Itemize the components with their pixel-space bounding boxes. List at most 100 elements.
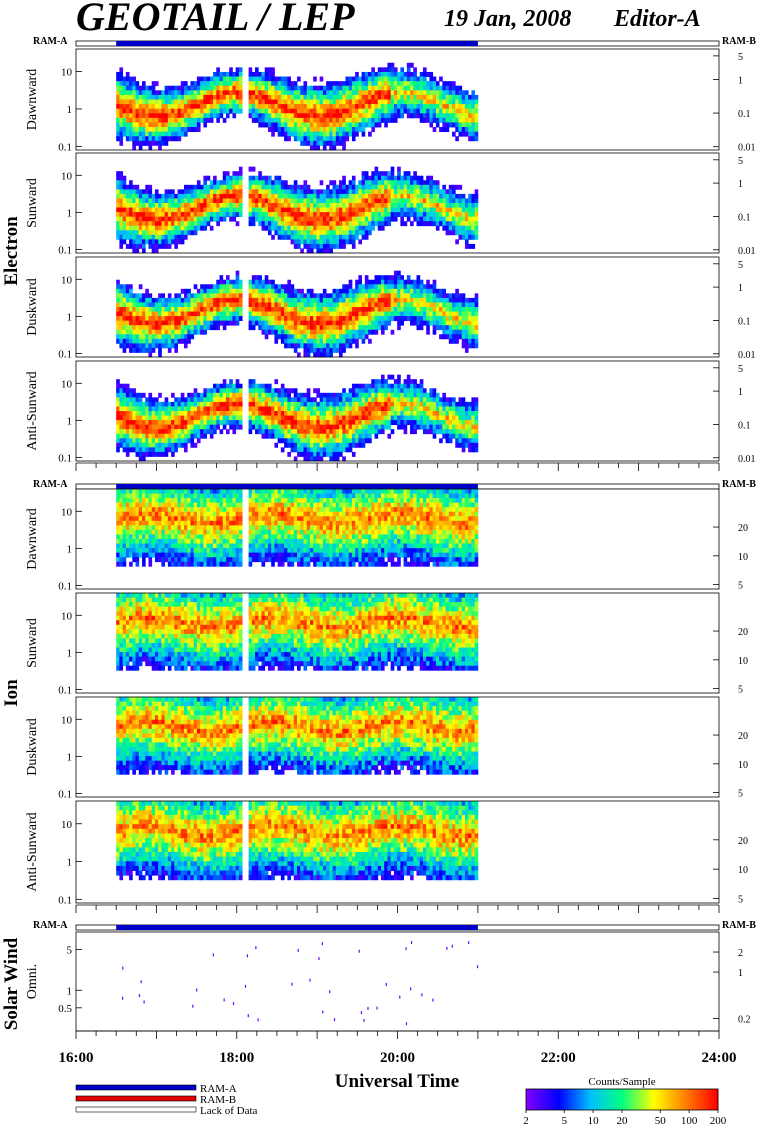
heatmap-cell xyxy=(229,284,233,290)
heatmap-cell xyxy=(306,307,311,312)
heatmap-cell xyxy=(339,184,343,190)
heatmap-cell xyxy=(390,99,395,105)
heatmap-cell xyxy=(297,85,301,91)
heatmap-cell xyxy=(180,221,185,227)
heatmap-cell xyxy=(435,297,440,303)
heatmap-cell xyxy=(471,104,476,110)
heatmap-cell xyxy=(187,117,191,123)
heatmap-cell xyxy=(216,180,220,186)
heatmap-cell xyxy=(468,230,472,236)
heatmap-cell xyxy=(284,85,288,91)
heatmap-cell xyxy=(267,122,272,128)
heatmap-cell xyxy=(258,297,262,303)
heatmap-cell xyxy=(300,401,304,407)
heatmap-cell xyxy=(119,117,124,123)
heatmap-cell xyxy=(351,329,356,335)
heatmap-cell xyxy=(248,392,253,398)
heatmap-cell xyxy=(329,198,333,204)
heatmap-cell xyxy=(271,316,275,322)
heatmap-cell xyxy=(177,406,182,412)
heatmap-cell xyxy=(158,203,162,208)
heatmap-cell xyxy=(339,203,343,208)
heatmap-cell xyxy=(264,117,269,123)
heatmap-cell xyxy=(154,248,159,254)
heatmap-cell xyxy=(445,302,450,308)
heatmap-cell xyxy=(439,288,443,294)
heatmap-cell xyxy=(135,207,140,213)
heatmap-cell xyxy=(158,442,162,448)
heatmap-cell xyxy=(297,320,301,326)
heatmap-cell xyxy=(313,338,317,344)
heatmap-cell xyxy=(274,307,279,312)
heatmap-cell xyxy=(384,81,388,87)
heatmap-cell xyxy=(380,275,385,281)
heatmap-cell xyxy=(119,415,124,421)
heatmap-cell xyxy=(397,279,401,285)
heatmap-cell xyxy=(274,90,279,96)
heatmap-cell xyxy=(184,406,188,412)
heatmap-cell xyxy=(274,334,279,340)
heatmap-cell xyxy=(313,388,317,394)
heatmap-cell xyxy=(342,325,346,331)
heatmap-cell xyxy=(345,117,350,123)
heatmap-cell xyxy=(248,207,253,213)
heatmap-cell xyxy=(174,113,178,119)
heatmap-cell xyxy=(332,189,337,195)
heatmap-cell xyxy=(297,239,301,245)
heatmap-cell xyxy=(158,420,162,426)
heatmap-cell xyxy=(132,433,136,439)
heatmap-cell xyxy=(209,288,214,294)
heatmap-cell xyxy=(138,136,143,142)
heatmap-cell xyxy=(316,117,321,123)
heatmap-cell xyxy=(413,113,417,119)
heatmap-cell xyxy=(135,108,140,114)
heatmap-cell xyxy=(419,221,424,227)
heatmap-cell xyxy=(351,122,356,128)
heatmap-cell xyxy=(184,207,188,213)
heatmap-cell xyxy=(397,90,401,96)
heatmap-cell xyxy=(277,189,282,195)
heatmap-cell xyxy=(351,90,356,96)
heatmap-cell xyxy=(167,136,172,142)
heatmap-cell xyxy=(219,429,224,435)
heatmap-cell xyxy=(442,297,446,303)
heatmap-cell xyxy=(122,343,127,349)
heatmap-cell xyxy=(326,406,330,412)
heatmap-cell xyxy=(261,221,266,227)
heatmap-cell xyxy=(300,184,304,190)
heatmap-cell xyxy=(255,94,259,100)
heatmap-cell xyxy=(213,311,217,317)
heatmap-cell xyxy=(429,297,434,303)
heatmap-cell xyxy=(161,415,166,421)
heatmap-cell xyxy=(393,85,398,91)
heatmap-cell xyxy=(332,225,337,231)
heatmap-cell xyxy=(364,81,369,87)
heatmap-cell xyxy=(455,113,459,119)
heatmap-cell xyxy=(190,230,195,236)
heatmap-cell xyxy=(390,198,395,204)
heatmap-cell xyxy=(442,221,446,227)
heatmap-cell xyxy=(300,297,304,303)
heatmap-cell xyxy=(300,216,304,222)
heatmap-cell xyxy=(174,85,178,91)
heatmap-cell xyxy=(138,193,143,199)
heatmap-cell xyxy=(368,113,372,119)
heatmap-cell xyxy=(474,104,479,110)
heatmap-cell xyxy=(471,221,476,227)
heatmap-cell xyxy=(345,320,350,326)
heatmap-cell xyxy=(148,307,153,312)
heatmap-cell xyxy=(119,216,124,222)
heatmap-cell xyxy=(342,329,346,335)
heatmap-cell xyxy=(116,397,120,403)
heatmap-cell xyxy=(332,230,337,236)
heatmap-cell xyxy=(290,311,295,317)
heatmap-cell xyxy=(119,325,124,331)
heatmap-cell xyxy=(154,198,159,204)
date-label: 19 Jan, 2008 xyxy=(444,6,571,32)
heatmap-cell xyxy=(335,225,340,231)
heatmap-cell xyxy=(261,104,266,110)
heatmap-cell xyxy=(368,175,372,181)
heatmap-cell xyxy=(290,334,295,340)
heatmap-cell xyxy=(342,212,346,218)
heatmap-cell xyxy=(222,104,227,110)
